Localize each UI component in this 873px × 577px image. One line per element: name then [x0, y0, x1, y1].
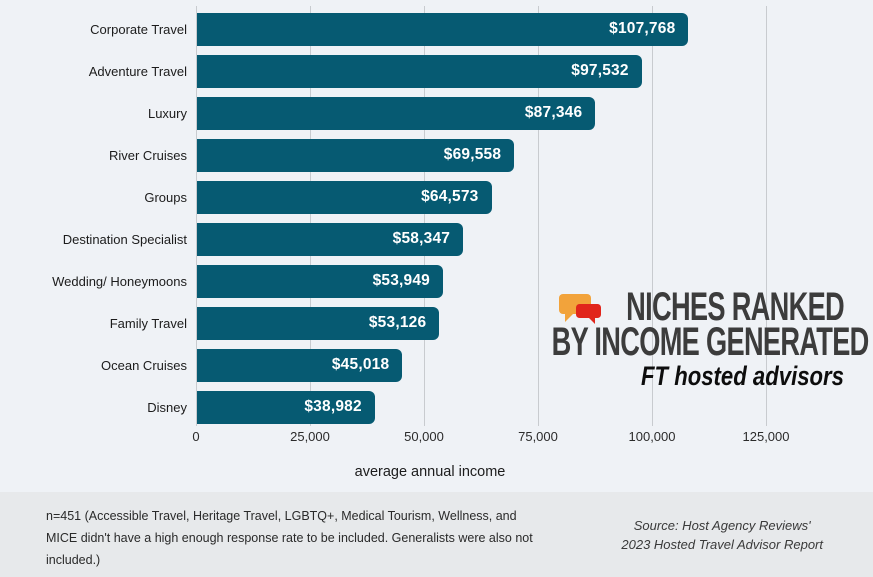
- bar: $97,532: [197, 54, 642, 88]
- bar: $107,768: [197, 12, 689, 46]
- chart-row: Groups $64,573: [0, 176, 820, 218]
- chart-title-line2: BY INCOME GENERATED: [551, 320, 870, 364]
- bar: $69,558: [197, 138, 515, 172]
- chart-row: Corporate Travel $107,768: [0, 8, 820, 50]
- footnote-line: included.): [46, 553, 101, 567]
- category-label: Destination Specialist: [62, 231, 187, 247]
- bar-value-label: $97,532: [571, 62, 629, 79]
- footer: n=451 (Accessible Travel, Heritage Trave…: [0, 492, 873, 577]
- category-label: Wedding/ Honeymoons: [52, 273, 187, 289]
- bar: $45,018: [197, 348, 403, 382]
- bar: $64,573: [197, 180, 492, 214]
- bar-value-label: $53,126: [368, 314, 427, 331]
- category-label: Family Travel: [109, 315, 187, 331]
- x-axis-tick: 125,000: [742, 429, 790, 444]
- footnote-line: n=451 (Accessible Travel, Heritage Trave…: [46, 509, 517, 523]
- chart-row: Ocean Cruises $45,018: [0, 344, 820, 386]
- category-label: Adventure Travel: [88, 63, 187, 79]
- chart-row: Wedding/ Honeymoons $53,949: [0, 260, 820, 302]
- x-axis-tick: 50,000: [404, 429, 444, 444]
- category-label: Ocean Cruises: [101, 357, 187, 373]
- gridline: [538, 6, 539, 426]
- source-line: Source: Host Agency Reviews': [633, 518, 811, 533]
- x-axis-tick: 25,000: [290, 429, 330, 444]
- chart-row: Destination Specialist $58,347: [0, 218, 820, 260]
- x-axis-tick: 0: [192, 429, 200, 444]
- category-label: River Cruises: [108, 147, 187, 163]
- bar: $87,346: [197, 96, 596, 130]
- bar-value-label: $58,347: [392, 230, 451, 247]
- chart-row: River Cruises $69,558: [0, 134, 820, 176]
- category-label: Luxury: [147, 105, 187, 121]
- x-axis-tick: 100,000: [628, 429, 676, 444]
- chart-row: Disney $38,982: [0, 386, 820, 428]
- x-axis-label: average annual income: [354, 464, 506, 480]
- bar: $53,126: [197, 306, 440, 340]
- category-label: Corporate Travel: [90, 21, 187, 37]
- footnote: n=451 (Accessible Travel, Heritage Trave…: [46, 505, 533, 571]
- chat-bubbles-logo-icon: [558, 294, 603, 324]
- bar-value-label: $64,573: [421, 188, 479, 205]
- chart-title-line1: NICHES RANKED: [626, 285, 845, 329]
- bar-value-label: $107,768: [609, 20, 676, 37]
- gridline: [424, 6, 425, 426]
- bar: $38,982: [197, 390, 375, 424]
- bar-value-label: $53,949: [372, 272, 430, 289]
- gridline: [652, 6, 653, 426]
- bar-chart: Corporate Travel $107,768 Adventure Trav…: [0, 8, 820, 428]
- bar: $58,347: [197, 222, 464, 256]
- source-line: 2023 Hosted Travel Advisor Report: [621, 537, 823, 552]
- chart-subtitle: FT hosted advisors: [640, 361, 844, 391]
- bar-value-label: $45,018: [331, 356, 390, 373]
- footnote-line: MICE didn't have a high enough response …: [46, 531, 533, 545]
- title-block: NICHES RANKED BY INCOME GENERATED FT hos…: [414, 285, 870, 391]
- gridline: [310, 6, 311, 426]
- chart-row: Luxury $87,346: [0, 92, 820, 134]
- bar-value-label: $87,346: [524, 104, 583, 121]
- gridline: [196, 6, 197, 426]
- source-attribution: Source: Host Agency Reviews' 2023 Hosted…: [621, 516, 823, 554]
- category-label: Disney: [147, 399, 187, 415]
- bar-value-label: $38,982: [304, 398, 362, 415]
- bar: $53,949: [197, 264, 443, 298]
- chart-row: Adventure Travel $97,532: [0, 50, 820, 92]
- bar-value-label: $69,558: [443, 146, 502, 163]
- gridline: [766, 6, 767, 426]
- chart-row: Family Travel $53,126: [0, 302, 820, 344]
- x-axis-tick: 75,000: [518, 429, 558, 444]
- category-label: Groups: [144, 189, 187, 205]
